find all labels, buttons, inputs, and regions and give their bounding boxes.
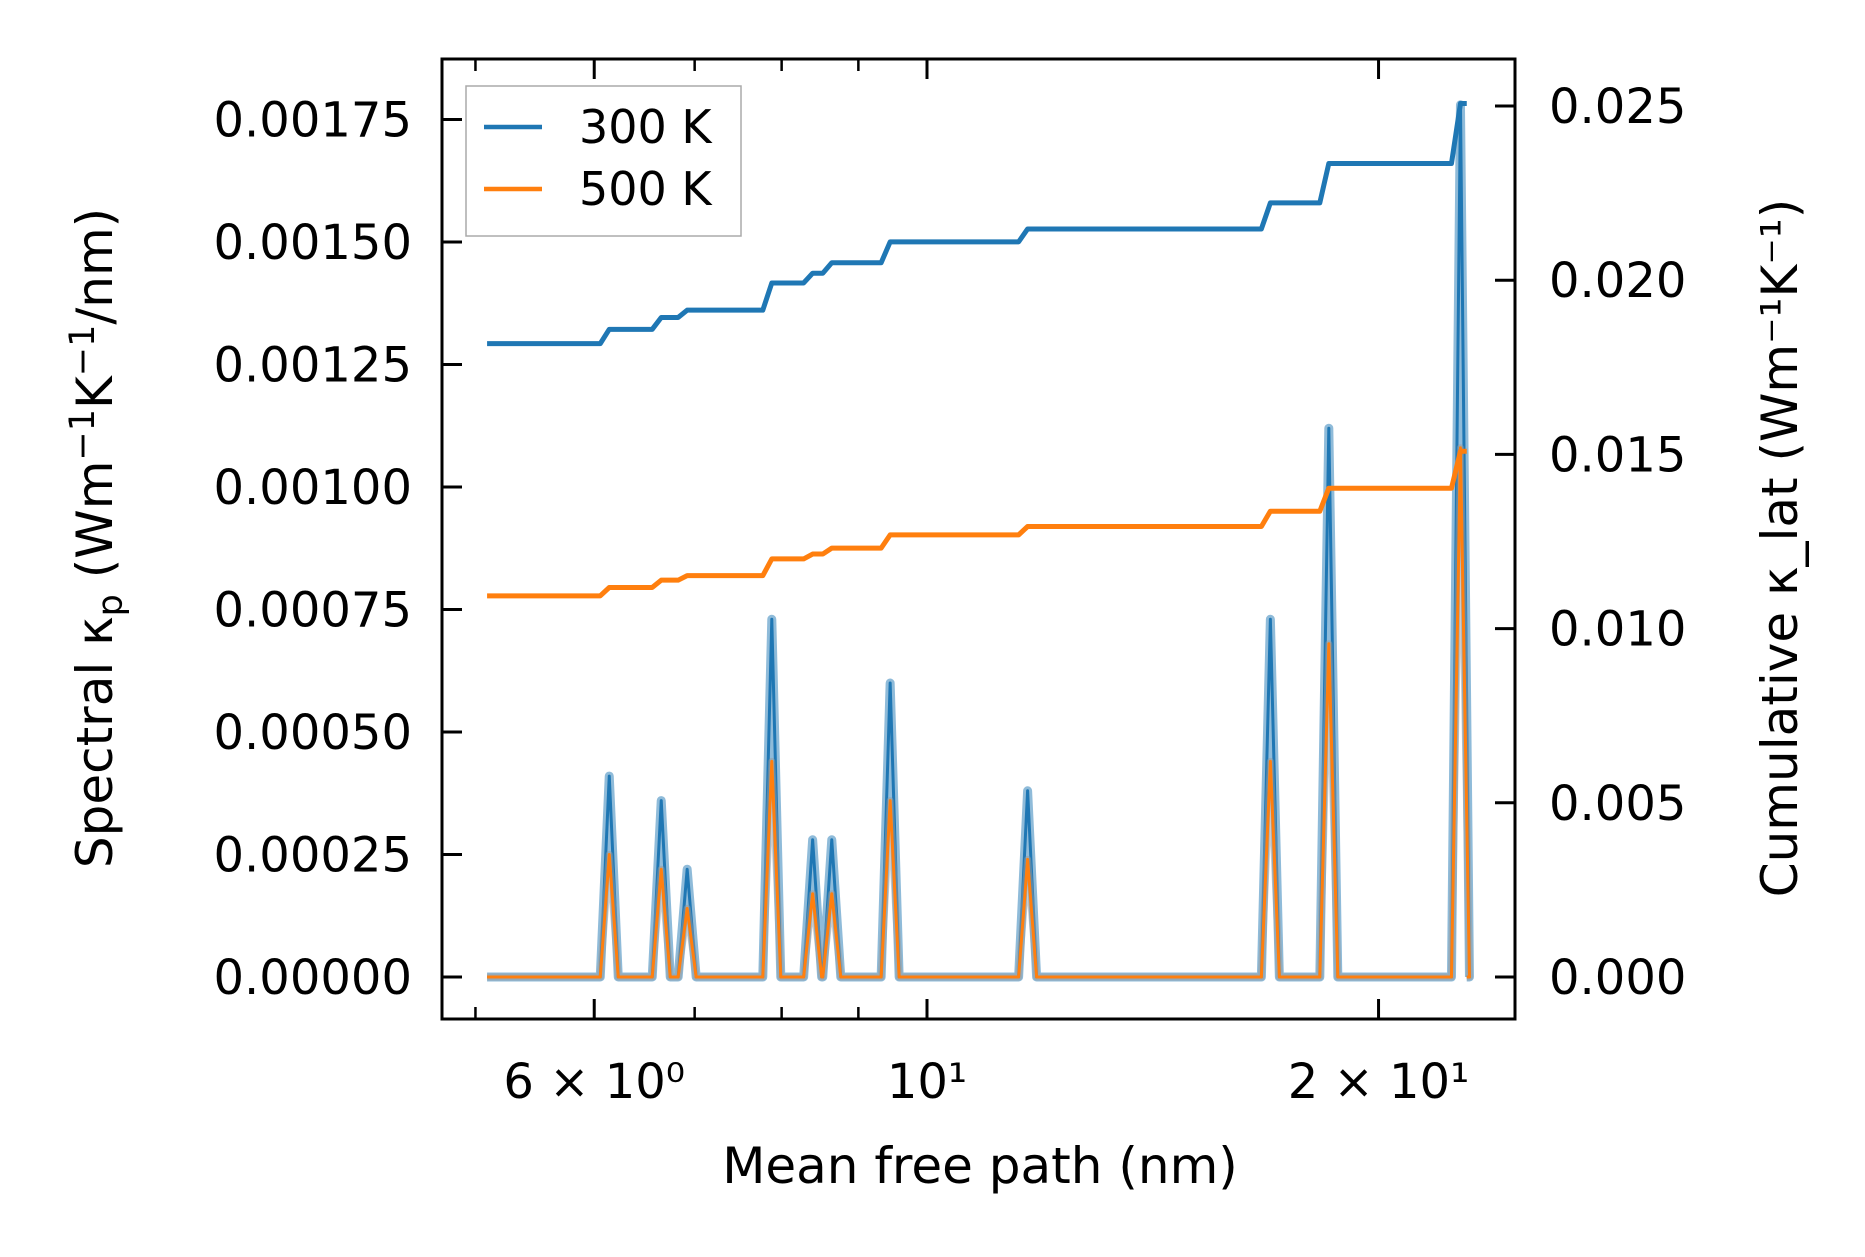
y-right-tick-label: 0.005 [1549, 776, 1686, 832]
y-left-tick-label: 0.00075 [214, 583, 413, 639]
x-tick-label: 6 × 10⁰ [503, 1054, 685, 1110]
legend: 300 K 500 K [466, 86, 741, 236]
y-left-tick-label: 0.00000 [214, 950, 413, 1006]
y-axis-right-label: Cumulative κ_lat (Wm⁻¹K⁻¹) [1751, 199, 1809, 898]
cumulative-line-500k [487, 451, 1467, 596]
y-right-tick-label: 0.000 [1549, 950, 1686, 1006]
y-right-tick-label: 0.020 [1549, 253, 1686, 309]
y-left-tick-label: 0.00025 [214, 828, 413, 884]
x-axis-label: Mean free path (nm) [722, 1137, 1238, 1195]
y-left-tick-label: 0.00125 [214, 338, 413, 394]
x-tick-label: 2 × 10¹ [1288, 1054, 1470, 1110]
y-right-tick-label: 0.015 [1549, 427, 1686, 483]
legend-label-500k: 500 K [579, 162, 713, 216]
y-left-tick-label: 0.00175 [214, 93, 413, 149]
y-left-tick-label: 0.00050 [214, 705, 413, 761]
y-left-tick-label: 0.00150 [214, 215, 413, 271]
y-right-tick-label: 0.010 [1549, 602, 1686, 658]
y-left-tick-label: 0.00100 [214, 460, 413, 516]
legend-label-300k: 300 K [579, 100, 713, 154]
x-tick-label: 10¹ [887, 1054, 967, 1110]
y-axis-left-label: Spectral κp (Wm−1K−1/nm) [63, 208, 131, 868]
y-right-tick-label: 0.025 [1549, 79, 1686, 135]
